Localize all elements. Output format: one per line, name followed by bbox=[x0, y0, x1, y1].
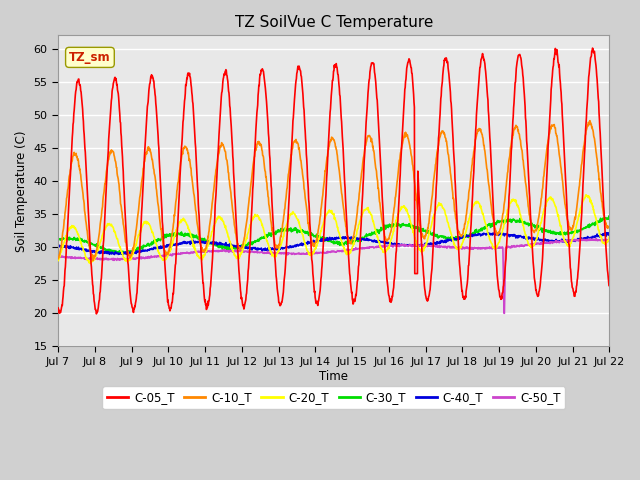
Title: TZ SoilVue C Temperature: TZ SoilVue C Temperature bbox=[234, 15, 433, 30]
Text: TZ_sm: TZ_sm bbox=[69, 51, 111, 64]
Legend: C-05_T, C-10_T, C-20_T, C-30_T, C-40_T, C-50_T: C-05_T, C-10_T, C-20_T, C-30_T, C-40_T, … bbox=[102, 386, 565, 409]
Y-axis label: Soil Temperature (C): Soil Temperature (C) bbox=[15, 130, 28, 252]
X-axis label: Time: Time bbox=[319, 370, 348, 383]
